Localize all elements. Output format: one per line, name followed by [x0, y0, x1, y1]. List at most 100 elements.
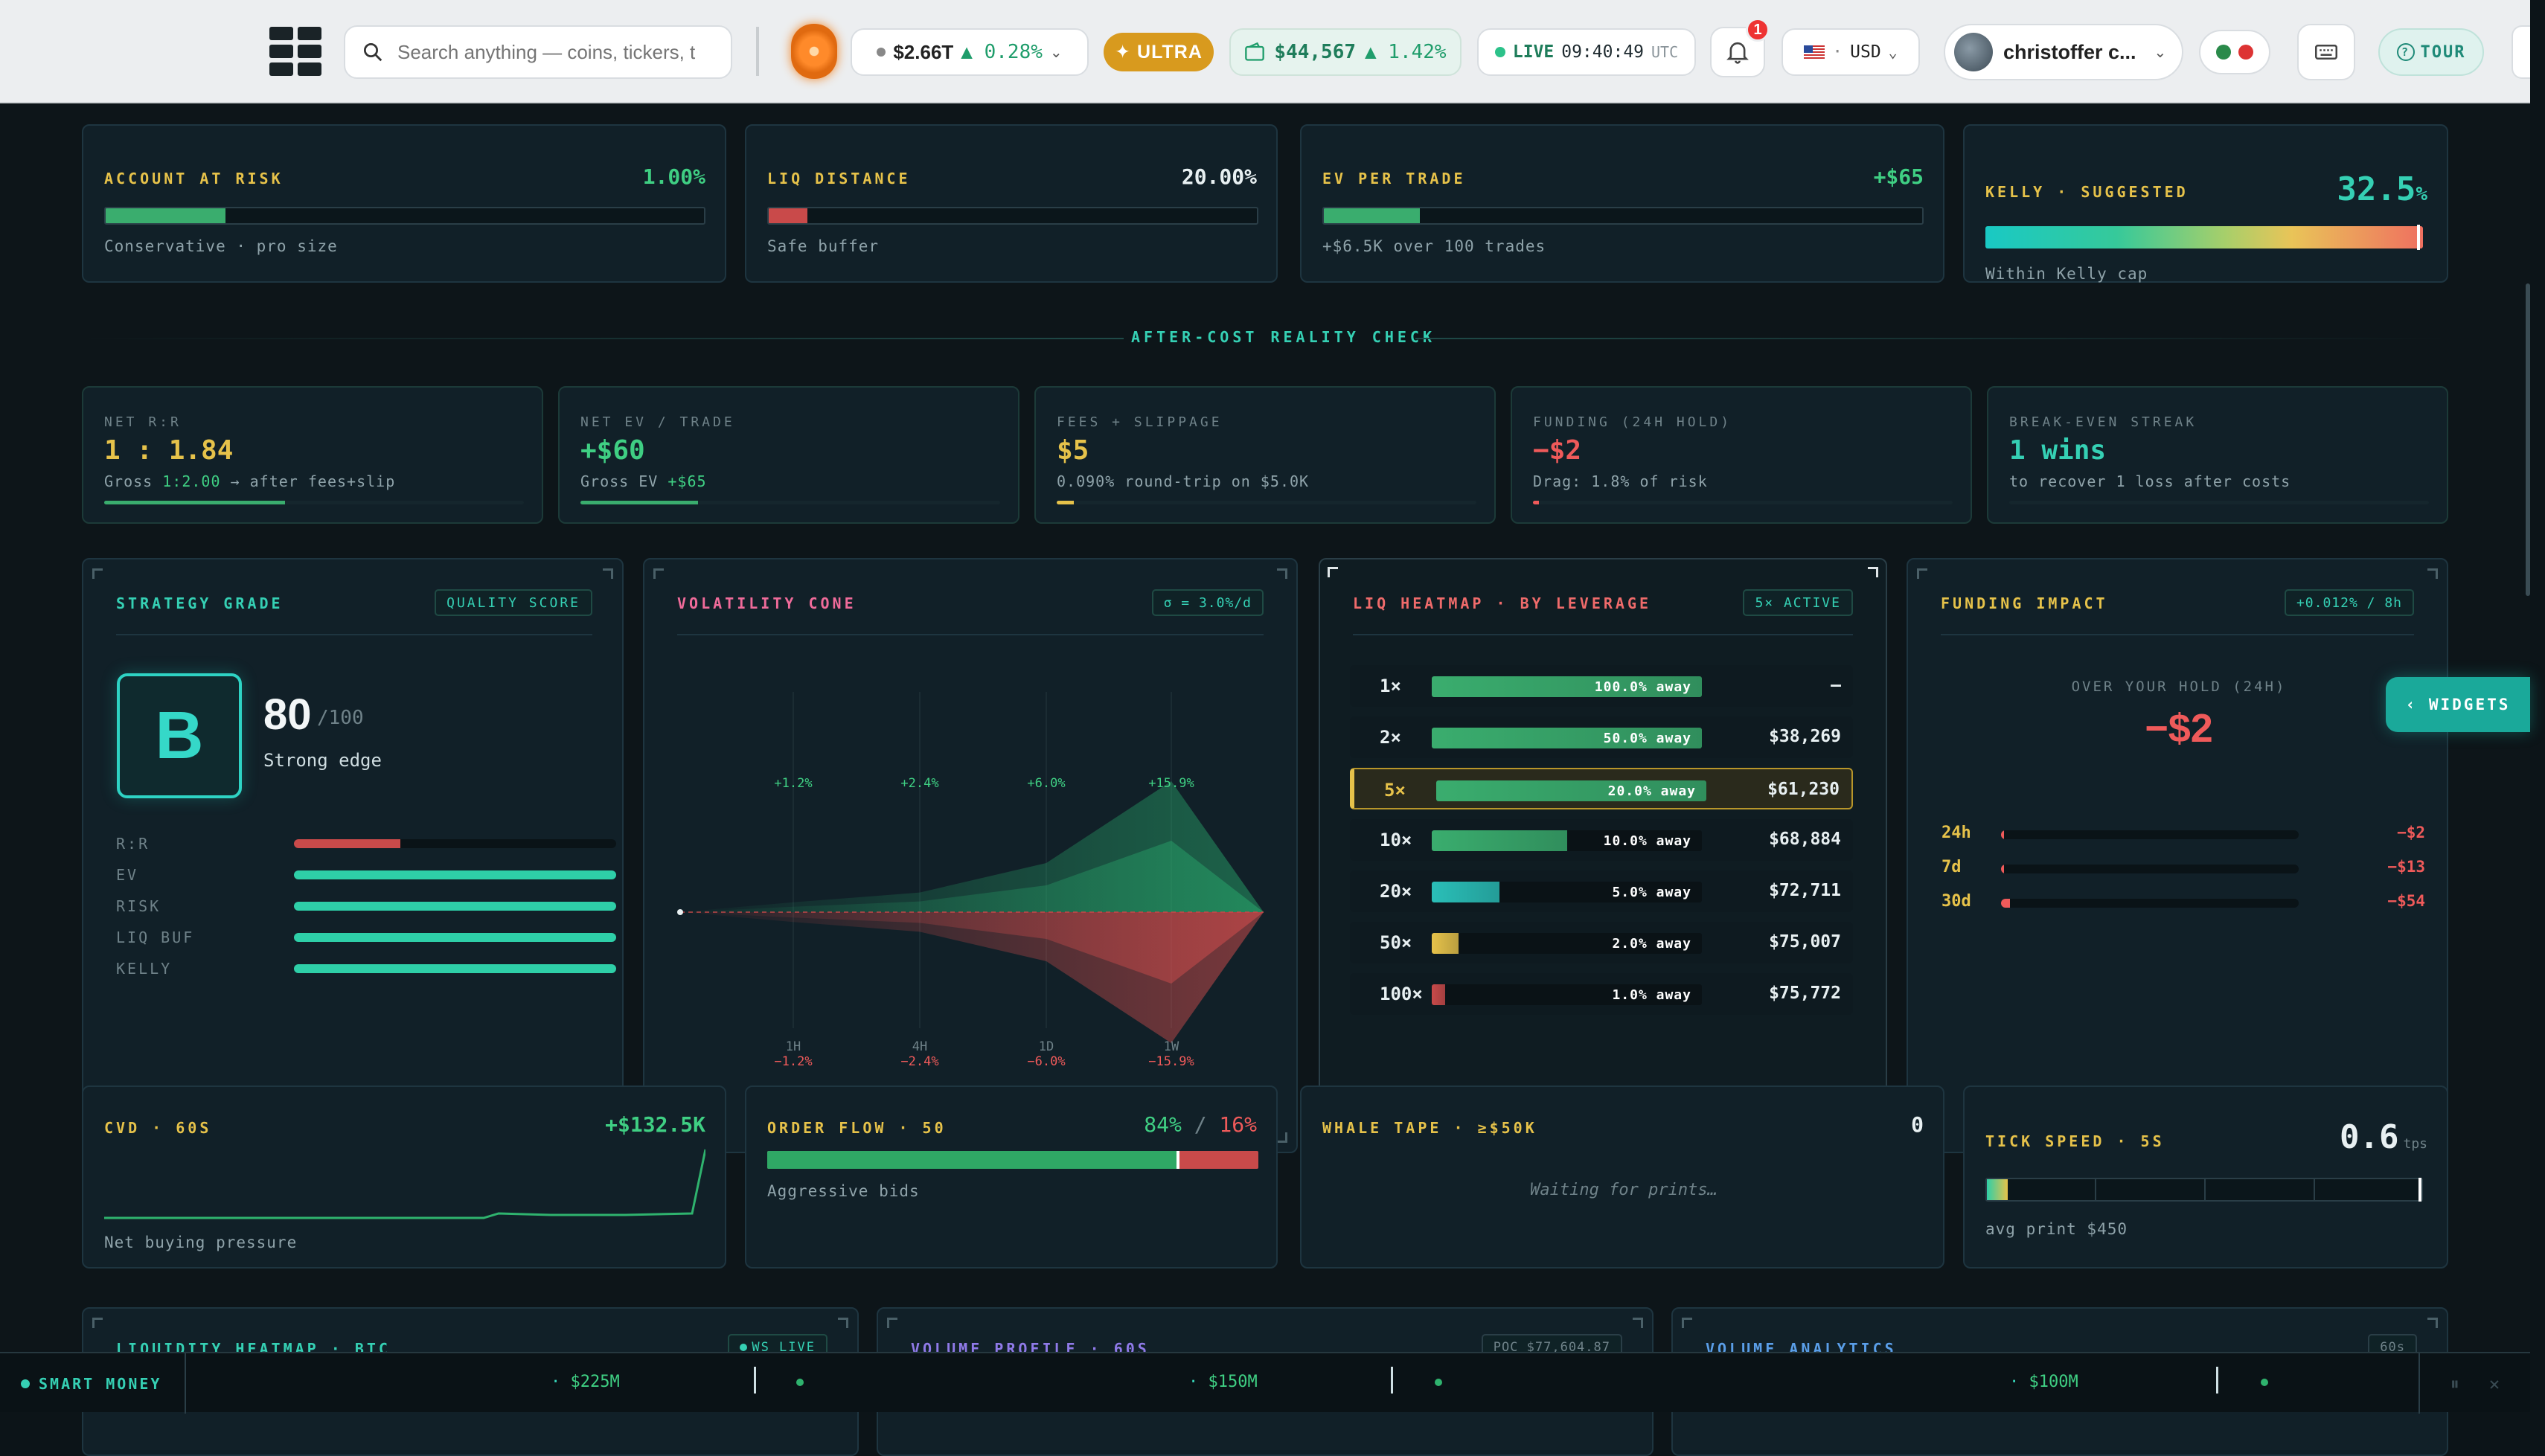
theme-toggle[interactable]	[2199, 30, 2270, 74]
currency-selector[interactable]: · USD ⌄	[1781, 28, 1920, 76]
origin-point	[677, 909, 683, 915]
grade-out-of: /100	[317, 707, 364, 729]
metric-card-kelly: KELLY · SUGGESTED 32.5% Within Kelly cap	[1963, 124, 2448, 283]
panel-divider	[677, 634, 1264, 635]
liq-bar	[1432, 882, 1702, 902]
reality-bar-fill	[1057, 501, 1074, 504]
flow-label: WHALE TAPE · ≥$50K	[1322, 1119, 1537, 1137]
liq-leverage: 5×	[1384, 780, 1406, 801]
liq-row[interactable]: 1× 100.0% away —	[1350, 665, 1853, 707]
metric-bar	[104, 207, 705, 225]
keyboard-icon	[2315, 45, 2337, 60]
kelly-value: 32.5	[2337, 170, 2416, 208]
brand-logo-icon[interactable]	[791, 24, 837, 79]
chevron-down-icon: ⌄	[1049, 44, 1063, 61]
liq-row[interactable]: 50× 2.0% away $75,007	[1350, 922, 1853, 963]
metric-sub: Safe buffer	[767, 237, 880, 255]
metric-value: 1.00%	[642, 164, 705, 189]
liq-price: $61,230	[1767, 780, 1840, 799]
cone-lower-label: −15.9%	[1148, 1054, 1194, 1069]
liq-price: $72,711	[1769, 881, 1841, 900]
scrollbar-thumb[interactable]	[2526, 283, 2530, 596]
liq-row[interactable]: 5× 20.0% away $61,230	[1350, 768, 1853, 809]
volatility-cone-panel: VOLATILITY CONE σ = 3.0%/d +1.2% 1H −1.2% +…	[643, 558, 1298, 1153]
separator: /	[1181, 1112, 1220, 1137]
ticker-item[interactable]: · $150M	[1188, 1373, 1258, 1391]
live-clock: LIVE 09:40:49 UTC	[1477, 28, 1696, 76]
grade-row-label: EV	[116, 866, 139, 884]
menu-grid-icon[interactable]	[269, 27, 321, 76]
liq-row[interactable]: 2× 50.0% away $38,269	[1350, 716, 1853, 758]
ultra-badge[interactable]: ✦ ULTRA	[1104, 33, 1214, 71]
reality-sub: Gross EV +$65	[580, 472, 707, 490]
search-input[interactable]	[397, 40, 717, 64]
liq-leverage: 10×	[1380, 830, 1412, 850]
reality-card: NET EV / TRADE +$60 Gross EV +$65	[558, 386, 1019, 524]
portfolio-pill[interactable]: $44,567 ▲ 1.42%	[1229, 28, 1462, 76]
ticker-item[interactable]: · $225M	[551, 1373, 620, 1391]
liq-bar-fill	[1432, 933, 1459, 954]
reality-sub: 0.090% round-trip on $5.0K	[1057, 472, 1309, 490]
metric-bar	[1322, 207, 1924, 225]
hold-label: OVER YOUR HOLD (24H)	[2071, 679, 2287, 695]
grade-row-fill	[294, 870, 616, 879]
whale-count: 0	[1911, 1112, 1924, 1137]
reality-sub: Gross 1:2.00 → after fees+slip	[104, 472, 395, 490]
ticker-controls[interactable]: ⏸ ✕	[2418, 1353, 2530, 1414]
grade-row-bar	[294, 870, 616, 879]
funding-row: 7d −$13	[1941, 858, 2425, 880]
liq-row[interactable]: 10× 10.0% away $68,884	[1350, 819, 1853, 861]
liq-bar	[1432, 728, 1702, 748]
buy-fill	[767, 1151, 1180, 1169]
flow-label: ORDER FLOW · 50	[767, 1119, 947, 1137]
cone-lower-label: −2.4%	[900, 1054, 938, 1069]
metric-sub: Conservative · pro size	[104, 237, 338, 255]
metric-value: 20.00%	[1181, 164, 1257, 189]
funding-value: −$2	[2397, 824, 2425, 841]
ticker-label-box: SMART MONEY	[0, 1353, 186, 1414]
grade-row-fill	[294, 839, 400, 848]
tour-button[interactable]: ? TOUR	[2378, 28, 2484, 76]
ticker-divider	[1391, 1367, 1393, 1394]
sell-percent: 16%	[1219, 1112, 1257, 1137]
green-status-icon	[2216, 45, 2231, 60]
reality-sub-highlight: +$65	[668, 472, 707, 490]
reality-bar-fill	[104, 501, 285, 504]
panel-divider	[1353, 634, 1853, 635]
liq-row[interactable]: 20× 5.0% away $72,711	[1350, 870, 1853, 912]
search-box[interactable]	[344, 25, 732, 79]
market-cap-change: ▲ 0.28%	[961, 41, 1043, 63]
metric-card-account-risk: ACCOUNT AT RISK 1.00% Conservative · pro…	[82, 124, 726, 283]
reality-value: 1 : 1.84	[104, 435, 234, 466]
pause-icon[interactable]: ⏸	[2450, 1373, 2459, 1394]
keyboard-button[interactable]	[2297, 24, 2355, 80]
cvd-sparkline	[104, 1149, 705, 1219]
bell-icon	[1726, 42, 1749, 64]
ticker-divider	[2216, 1367, 2218, 1394]
notifications-button[interactable]: 1	[1710, 18, 1770, 77]
user-menu[interactable]: christoffer c... ⌄	[1944, 24, 2183, 80]
funding-impact-panel: FUNDING IMPACT +0.012% / 8h OVER YOUR HO…	[1907, 558, 2448, 1153]
live-time: 09:40:49	[1561, 42, 1645, 62]
buy-percent: 84%	[1144, 1112, 1182, 1137]
ticker-item[interactable]: · $100M	[2009, 1373, 2078, 1391]
metric-sub: +$6.5K over 100 trades	[1322, 237, 1546, 255]
currency-label: USD	[1850, 42, 1881, 62]
grade-row-bar	[294, 902, 616, 911]
funding-bar-fill	[2001, 865, 2004, 873]
panel-title: STRATEGY GRADE	[116, 594, 284, 612]
liq-bar-fill	[1432, 984, 1446, 1005]
market-cap-pill[interactable]: $2.66T ▲ 0.28% ⌄	[851, 28, 1089, 76]
funding-period: 24h	[1941, 824, 1971, 842]
grade-row-fill	[294, 964, 616, 973]
metric-card-ev-per-trade: EV PER TRADE +$65 +$6.5K over 100 trades	[1300, 124, 1944, 283]
reality-card: BREAK-EVEN STREAK 1 wins to recover 1 loss…	[1987, 386, 2448, 524]
grade-row-bar	[294, 839, 616, 848]
ticker-dot-icon	[1435, 1379, 1442, 1386]
liq-row[interactable]: 100× 1.0% away $75,772	[1350, 973, 1853, 1015]
lower-band-inner	[680, 912, 1264, 984]
widgets-button[interactable]: ‹ WIDGETS	[2386, 677, 2530, 732]
reality-sub-text: Drag: 1.8% of risk	[1533, 472, 1708, 490]
close-icon[interactable]: ✕	[2488, 1373, 2500, 1394]
funding-value: −$13	[2387, 858, 2425, 876]
